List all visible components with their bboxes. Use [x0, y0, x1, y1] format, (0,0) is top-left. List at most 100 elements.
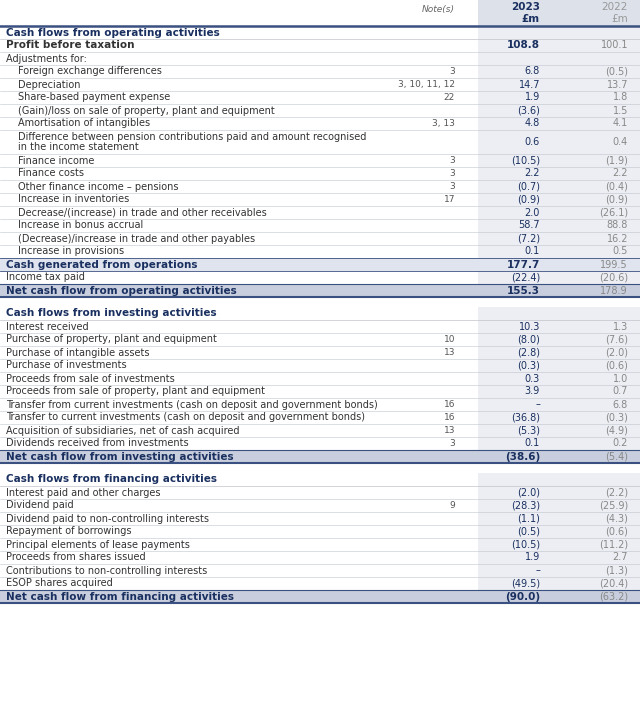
- Text: (8.0): (8.0): [517, 334, 540, 344]
- Bar: [478, 385, 640, 398]
- Text: (49.5): (49.5): [511, 579, 540, 589]
- Bar: [0, 590, 640, 603]
- Text: (22.4): (22.4): [511, 272, 540, 282]
- Text: –: –: [535, 565, 540, 575]
- Text: (1.9): (1.9): [605, 156, 628, 165]
- Bar: [478, 538, 640, 551]
- Text: (38.6): (38.6): [505, 451, 540, 462]
- Text: 3: 3: [449, 169, 455, 178]
- Text: 2.7: 2.7: [612, 553, 628, 562]
- Text: Cash flows from financing activities: Cash flows from financing activities: [6, 474, 217, 484]
- Bar: [0, 411, 640, 424]
- Text: Dividend paid to non-controlling interests: Dividend paid to non-controlling interes…: [6, 513, 209, 524]
- Text: (0.7): (0.7): [517, 182, 540, 191]
- Bar: [478, 512, 640, 525]
- Text: Depreciation: Depreciation: [18, 80, 81, 89]
- Bar: [478, 437, 640, 450]
- Text: (10.5): (10.5): [511, 539, 540, 550]
- Text: Cash flows from operating activities: Cash flows from operating activities: [6, 27, 220, 37]
- Text: 1.8: 1.8: [612, 92, 628, 103]
- Text: (20.4): (20.4): [599, 579, 628, 589]
- Text: Transfer from current investments (cash on deposit and government bonds): Transfer from current investments (cash …: [6, 399, 378, 410]
- Text: Dividends received from investments: Dividends received from investments: [6, 439, 189, 448]
- Bar: [478, 180, 640, 193]
- Text: (0.3): (0.3): [517, 360, 540, 370]
- Text: (28.3): (28.3): [511, 501, 540, 510]
- Text: (0.6): (0.6): [605, 360, 628, 370]
- Bar: [0, 333, 640, 346]
- Text: 2.0: 2.0: [525, 208, 540, 218]
- Text: (2.8): (2.8): [517, 348, 540, 358]
- Text: (2.2): (2.2): [605, 487, 628, 498]
- Text: 6.8: 6.8: [612, 399, 628, 410]
- Text: (26.1): (26.1): [599, 208, 628, 218]
- Text: 3: 3: [449, 182, 455, 191]
- Bar: [0, 486, 640, 499]
- Text: Net cash flow from investing activities: Net cash flow from investing activities: [6, 451, 234, 462]
- Text: Note(s): Note(s): [422, 5, 455, 13]
- Text: Contributions to non-controlling interests: Contributions to non-controlling interes…: [6, 565, 207, 575]
- Bar: [0, 473, 640, 486]
- Bar: [478, 65, 640, 78]
- Bar: [0, 398, 640, 411]
- Text: –: –: [535, 399, 540, 410]
- Bar: [0, 577, 640, 590]
- Text: (25.9): (25.9): [599, 501, 628, 510]
- Text: Dividend paid: Dividend paid: [6, 501, 74, 510]
- Text: 0.4: 0.4: [612, 137, 628, 147]
- Text: 3: 3: [449, 439, 455, 448]
- Bar: [478, 130, 640, 154]
- Text: 13: 13: [444, 348, 455, 357]
- Bar: [478, 551, 640, 564]
- Text: 1.0: 1.0: [612, 374, 628, 384]
- Text: 0.7: 0.7: [612, 386, 628, 396]
- Text: (4.3): (4.3): [605, 513, 628, 524]
- Bar: [0, 359, 640, 372]
- Text: Proceeds from shares issued: Proceeds from shares issued: [6, 553, 146, 562]
- Text: 10: 10: [444, 335, 455, 344]
- Text: Difference between pension contributions paid and amount recognised: Difference between pension contributions…: [18, 132, 366, 142]
- Text: 177.7: 177.7: [507, 260, 540, 270]
- Text: Profit before taxation: Profit before taxation: [6, 41, 134, 51]
- Bar: [0, 450, 640, 463]
- Text: (0.3): (0.3): [605, 413, 628, 422]
- Bar: [478, 104, 640, 117]
- Bar: [478, 52, 640, 65]
- Text: (11.2): (11.2): [599, 539, 628, 550]
- Bar: [478, 154, 640, 167]
- Text: 0.2: 0.2: [612, 439, 628, 448]
- Text: 16: 16: [444, 400, 455, 409]
- Text: 13.7: 13.7: [607, 80, 628, 89]
- Bar: [0, 206, 640, 219]
- Text: 22: 22: [444, 93, 455, 102]
- Bar: [478, 219, 640, 232]
- Text: (36.8): (36.8): [511, 413, 540, 422]
- Text: 0.5: 0.5: [612, 246, 628, 256]
- Bar: [0, 117, 640, 130]
- Bar: [0, 372, 640, 385]
- Bar: [0, 26, 640, 39]
- Bar: [478, 26, 640, 39]
- Text: 0.3: 0.3: [525, 374, 540, 384]
- Text: (Gain)/loss on sale of property, plant and equipment: (Gain)/loss on sale of property, plant a…: [18, 106, 275, 115]
- Bar: [478, 359, 640, 372]
- Text: 199.5: 199.5: [600, 260, 628, 270]
- Text: (63.2): (63.2): [599, 591, 628, 601]
- Bar: [478, 564, 640, 577]
- Text: (3.6): (3.6): [517, 106, 540, 115]
- Text: 0.6: 0.6: [525, 137, 540, 147]
- Bar: [478, 167, 640, 180]
- Text: Purchase of property, plant and equipment: Purchase of property, plant and equipmen…: [6, 334, 217, 344]
- Bar: [0, 258, 640, 271]
- Text: 2.2: 2.2: [525, 168, 540, 179]
- Bar: [0, 180, 640, 193]
- Bar: [0, 52, 640, 65]
- Text: (7.2): (7.2): [517, 234, 540, 244]
- Bar: [0, 385, 640, 398]
- Text: 17: 17: [444, 195, 455, 204]
- Bar: [0, 78, 640, 91]
- Bar: [0, 512, 640, 525]
- Bar: [478, 333, 640, 346]
- Bar: [0, 65, 640, 78]
- Bar: [0, 154, 640, 167]
